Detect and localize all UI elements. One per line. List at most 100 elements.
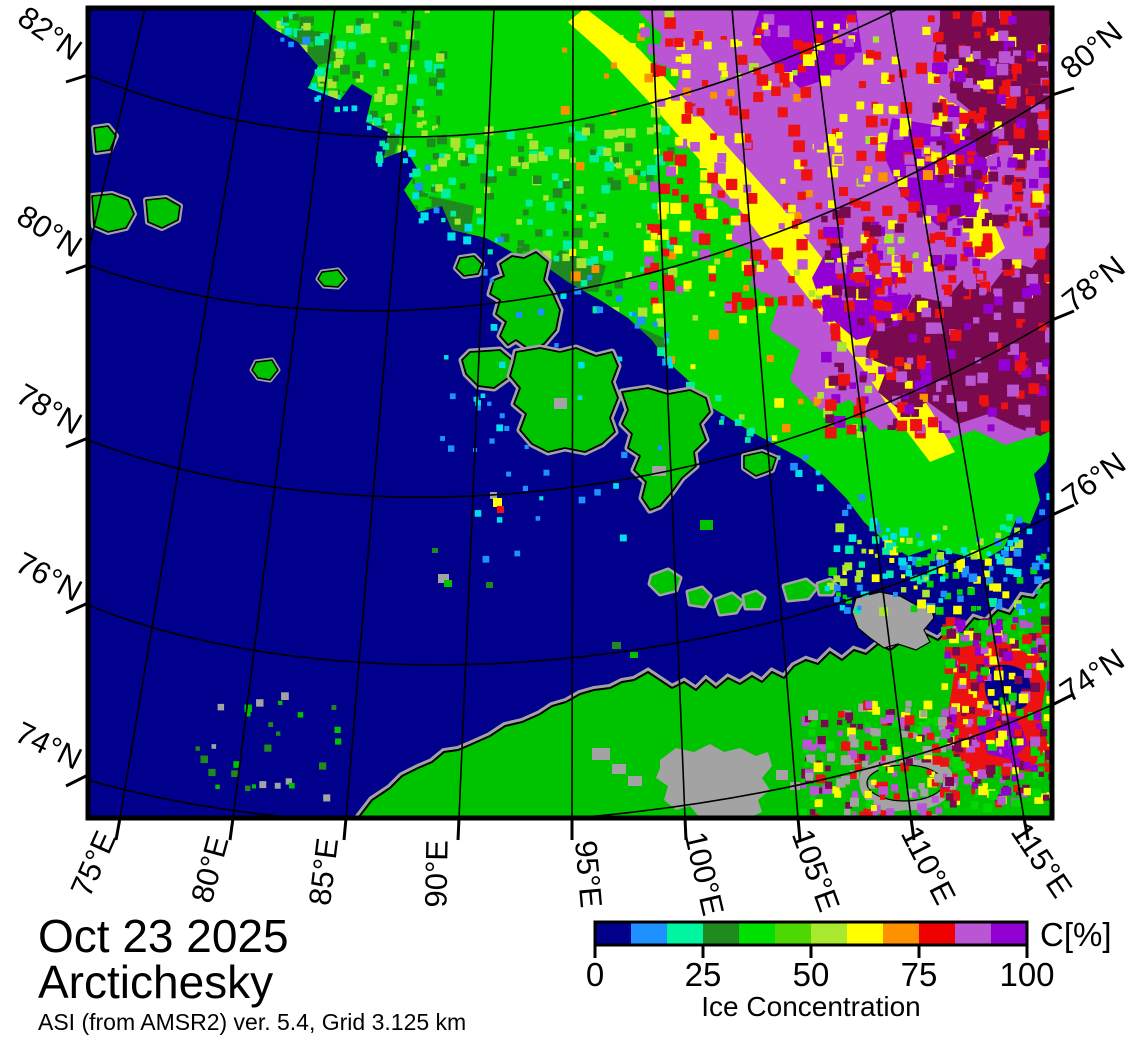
coastal-ice-speck: [851, 791, 859, 798]
pack-mottle-speck: [677, 177, 684, 185]
pack-mottle-speck: [849, 382, 857, 389]
pack-mottle-speck: [1001, 145, 1013, 157]
pack-mottle-speck: [771, 247, 784, 260]
coastal-ice-speck: [926, 769, 932, 775]
pack-mottle-speck: [853, 200, 861, 208]
pack-mottle-speck: [405, 30, 415, 40]
coastal-ice-speck: [945, 617, 955, 627]
pack-mottle-speck: [942, 86, 950, 95]
pack-mottle-speck: [828, 375, 840, 386]
pack-mottle-speck: [332, 75, 339, 82]
pack-mottle-speck: [373, 12, 379, 19]
coastal-ice-speck: [657, 445, 663, 451]
pack-mottle-speck: [974, 31, 981, 39]
pack-mottle-speck: [543, 195, 549, 201]
coastal-ice-speck: [1017, 772, 1025, 780]
pack-mottle-speck: [887, 421, 896, 431]
pack-mottle-speck: [652, 245, 659, 252]
pack-mottle-speck: [475, 208, 482, 214]
pack-mottle-speck: [915, 62, 928, 74]
pack-mottle-speck: [616, 34, 624, 43]
coastal-ice-speck: [934, 773, 943, 783]
pack-mottle-speck: [771, 435, 778, 441]
coastal-ice-speck: [1009, 638, 1015, 644]
pack-mottle-speck: [899, 127, 909, 137]
pack-mottle-speck: [1043, 264, 1052, 274]
coastal-ice-speck: [826, 741, 835, 750]
coastal-ice-speck: [898, 557, 907, 566]
pack-mottle-speck: [945, 154, 957, 166]
coastal-ice-speck: [1030, 746, 1041, 756]
pack-mottle-speck: [560, 105, 570, 115]
coastal-ice-speck: [487, 401, 492, 406]
pack-mottle-speck: [846, 14, 856, 24]
pack-mottle-speck: [333, 48, 344, 59]
ice-edge-speck: [668, 363, 674, 369]
pack-mottle-speck: [1044, 327, 1052, 339]
pack-mottle-speck: [980, 175, 988, 183]
ice-edge-speck: [314, 97, 320, 102]
pack-mottle-speck: [336, 40, 347, 51]
coastal-ice-speck: [952, 728, 960, 736]
pack-mottle-speck: [872, 36, 880, 43]
coastal-ice-speck: [870, 804, 877, 811]
coastal-ice-speck: [848, 734, 856, 742]
coastal-ice-speck: [1001, 528, 1009, 537]
ice-edge-speck: [960, 546, 967, 554]
pack-mottle-speck: [328, 90, 338, 101]
coastal-ice-speck: [997, 796, 1006, 805]
islet-speck: [245, 711, 251, 717]
pack-mottle-speck: [737, 54, 748, 65]
pack-mottle-speck: [390, 135, 400, 145]
coastal-ice-speck: [828, 567, 838, 576]
pack-mottle-speck: [915, 399, 923, 408]
pack-mottle-speck: [832, 285, 843, 296]
coastal-ice-speck: [824, 765, 831, 772]
pack-mottle-speck: [827, 200, 836, 208]
pack-mottle-speck: [960, 253, 969, 262]
pack-mottle-speck: [816, 21, 824, 28]
coastal-ice-speck: [857, 539, 862, 545]
pack-mottle-speck: [897, 177, 908, 188]
coastal-ice-speck: [988, 790, 998, 800]
islet-speck: [334, 726, 341, 733]
pack-mottle-speck: [937, 264, 945, 272]
pack-mottle-speck: [962, 128, 971, 137]
pack-mottle-speck: [821, 365, 832, 376]
pack-mottle-speck: [1022, 322, 1035, 335]
coastal-ice-speck: [837, 719, 843, 726]
pack-mottle-speck: [876, 244, 884, 252]
coastal-ice-speck: [850, 723, 857, 731]
pack-mottle-speck: [761, 22, 769, 30]
coastal-ice-speck: [993, 670, 1004, 681]
pack-mottle-speck: [381, 108, 388, 115]
pack-mottle-speck: [417, 206, 426, 214]
pack-mottle-speck: [886, 418, 893, 425]
pack-mottle-speck: [383, 63, 390, 70]
pack-mottle-speck: [972, 267, 980, 274]
ice-edge-speck: [376, 151, 383, 158]
colorbar-segment: [631, 922, 667, 945]
pack-mottle-speck: [720, 75, 726, 81]
coastal-ice-speck: [938, 717, 947, 726]
coastal-ice-speck: [983, 570, 990, 578]
coastal-ice-speck: [849, 772, 857, 780]
pack-mottle-speck: [576, 258, 587, 269]
pack-mottle-speck: [896, 371, 907, 383]
pack-mottle-speck: [603, 250, 614, 261]
pack-mottle-speck: [926, 205, 938, 217]
pack-mottle-speck: [850, 171, 857, 178]
pack-mottle-speck: [895, 277, 907, 289]
pack-mottle-speck: [651, 203, 658, 210]
coastal-ice-speck: [945, 658, 956, 669]
islet-speck: [297, 712, 304, 718]
coastal-ice-speck: [1044, 763, 1052, 773]
coastal-ice-speck: [971, 782, 979, 789]
region-title: Arctichesky: [38, 956, 273, 1008]
pack-mottle-speck: [947, 117, 960, 130]
pack-mottle-speck: [987, 424, 995, 432]
pack-mottle-speck: [601, 185, 610, 194]
pack-mottle-speck: [932, 102, 943, 113]
pack-mottle-speck: [580, 133, 587, 141]
pack-mottle-speck: [299, 44, 308, 53]
